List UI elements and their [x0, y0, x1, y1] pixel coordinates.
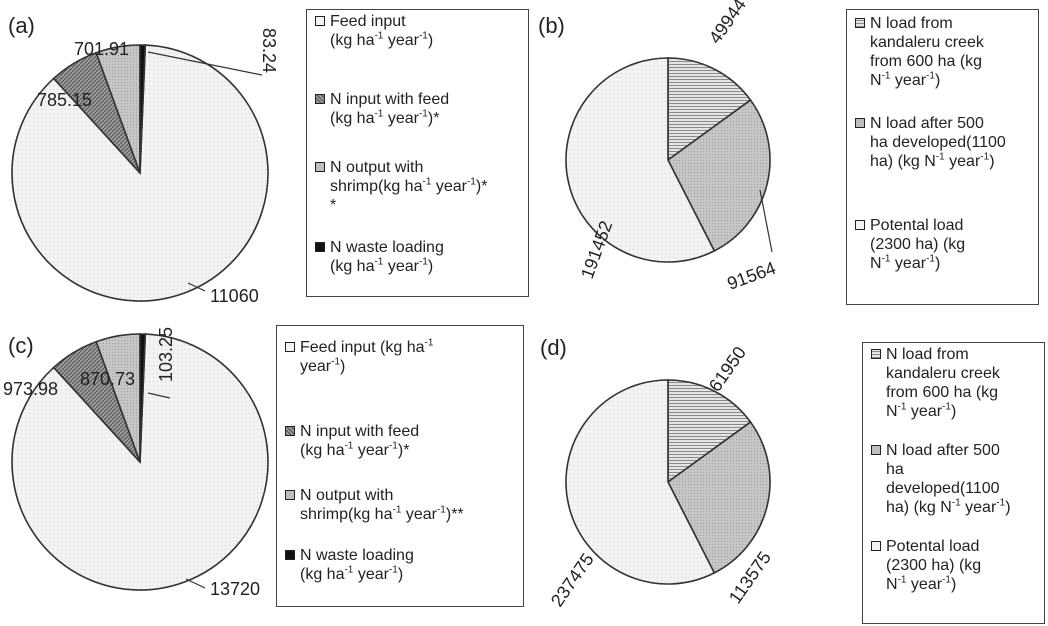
legend-b-item-developed: N load after 500 ha developed(1100 ha) (kg…	[855, 114, 1034, 171]
panel-label-c: (c)	[8, 333, 34, 358]
leader-line	[147, 51, 263, 76]
pie-a: 11060 785.15 701.91 83.24	[11, 28, 279, 306]
pie-c: 13720 973.98 870.73 103.25	[3, 327, 269, 599]
value-label: 237475	[547, 550, 598, 611]
pie-slice-b-2	[565, 57, 716, 263]
legend-a: Feed input (kg ha-1 year-1) N input with …	[306, 9, 529, 297]
legend-c-item-n-waste: N waste loading (kg ha-1 year-1)	[285, 546, 519, 584]
legend-d: N load from kandaleru creek from 600 ha (k…	[862, 342, 1045, 624]
legend-b-item-potential: Potental load (2300 ha) (kg N-1 year-1)	[855, 216, 1034, 273]
value-label: 91564	[725, 258, 779, 294]
pie-slice-b-0	[667, 57, 752, 162]
legend-b: N load from kandaleru creek from 600 ha (k…	[846, 9, 1039, 305]
panel-label-a: (a)	[8, 13, 35, 38]
legend-swatch	[285, 342, 295, 352]
legend-b-item-creek: N load from kandaleru creek from 600 ha (k…	[855, 14, 1034, 90]
value-label: 973.98	[3, 379, 58, 399]
value-label: 785.15	[37, 90, 92, 110]
legend-swatch	[855, 18, 865, 28]
legend-d-item-developed: N load after 500 ha developed(1100 ha) (kg …	[871, 441, 1040, 517]
legend-swatch	[315, 16, 325, 26]
legend-swatch	[315, 242, 325, 252]
pie-slice-b-1	[666, 98, 771, 252]
legend-a-item-feed-input: Feed input (kg ha-1 year-1)	[315, 12, 524, 50]
value-label: 103.25	[156, 327, 176, 382]
legend-swatch	[285, 426, 295, 436]
legend-swatch	[871, 349, 881, 359]
legend-a-item-n-output-shrimp: N output with shrimp(kg ha-1 year-1)* *	[315, 158, 524, 215]
pie-slice-d-0	[667, 379, 752, 484]
value-label: 83.24	[259, 28, 279, 73]
leader-line	[187, 282, 206, 292]
pie-slice-d-1	[666, 420, 771, 574]
value-label: 13720	[210, 579, 260, 599]
legend-d-item-potential: Potental load (2300 ha) (kg N-1 year-1)	[871, 537, 1040, 594]
legend-swatch	[855, 118, 865, 128]
value-label: 701.91	[74, 39, 129, 59]
legend-swatch	[315, 94, 325, 104]
legend-a-item-n-input-feed: N input with feed (kg ha-1 year-1)*	[315, 90, 524, 128]
legend-swatch	[871, 541, 881, 551]
legend-swatch	[871, 445, 881, 455]
pie-slice-c-3	[139, 333, 147, 463]
legend-c-item-feed-input: Feed input (kg ha-1 year-1)	[285, 338, 519, 376]
legend-swatch	[285, 490, 295, 500]
pie-slice-d-2	[565, 379, 716, 585]
pie-slice-a-3	[139, 44, 147, 174]
leader-line	[759, 189, 773, 253]
legend-d-item-creek: N load from kandaleru creek from 600 ha (k…	[871, 345, 1040, 421]
value-label: 191452	[577, 218, 616, 281]
legend-c-item-n-input-feed: N input with feed (kg ha-1 year-1)*	[285, 422, 519, 460]
legend-c-item-n-output-shrimp: N output with shrimp(kg ha-1 year-1)**	[285, 486, 519, 524]
panel-label-b: (b)	[538, 13, 565, 38]
leader-line	[185, 578, 206, 589]
value-label: 870.73	[80, 369, 135, 389]
value-label: 11060	[210, 286, 259, 306]
legend-swatch	[285, 550, 295, 560]
legend-swatch	[855, 220, 865, 230]
pie-b: 49944 91564 191452	[565, 0, 779, 294]
leader-line	[147, 392, 171, 399]
legend-a-item-n-waste: N waste loading (kg ha-1 year-1)	[315, 238, 524, 276]
value-label: 61950	[705, 343, 750, 395]
legend-swatch	[315, 162, 325, 172]
panel-label-d: (d)	[540, 335, 567, 360]
legend-c: Feed input (kg ha-1 year-1) N input with …	[276, 325, 524, 607]
value-label: 49944	[705, 0, 750, 47]
